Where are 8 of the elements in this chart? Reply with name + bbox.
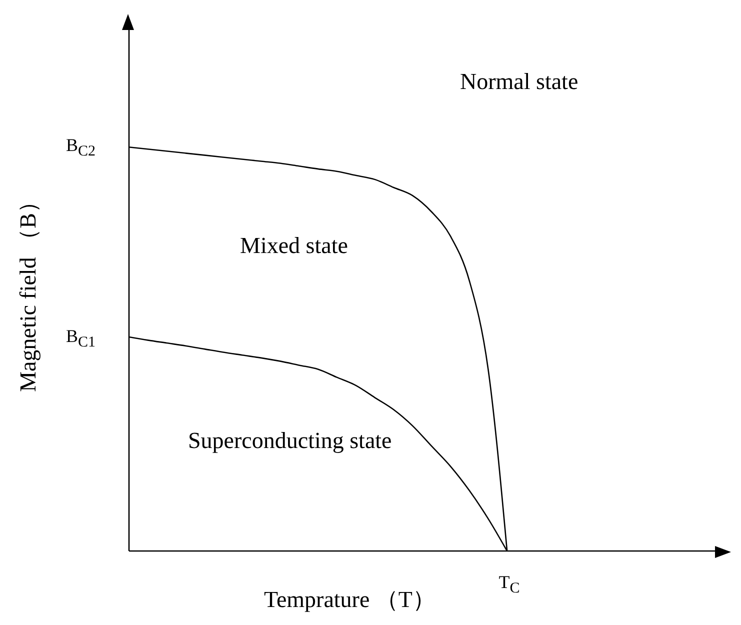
- annotation: Mixed state: [240, 232, 349, 260]
- text: T$_{C}$: [498, 571, 520, 599]
- text: Normal state: [460, 68, 580, 96]
- annotation: Superconducting state: [188, 427, 393, 455]
- y-axis-title: Magnetic field （B）: [14, 190, 42, 392]
- x-axis-title: Temprature （T）: [264, 586, 436, 614]
- text: B$_{C2}$: [66, 134, 96, 162]
- text: B$_{C1}$: [66, 324, 96, 352]
